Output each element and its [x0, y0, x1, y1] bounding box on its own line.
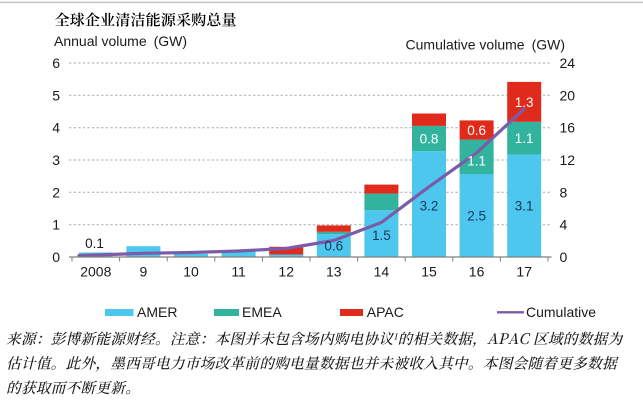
svg-text:AMER: AMER: [137, 304, 177, 320]
svg-text:0: 0: [560, 249, 568, 265]
svg-text:3.1: 3.1: [515, 199, 534, 214]
svg-text:15: 15: [421, 264, 437, 280]
svg-text:11: 11: [231, 264, 246, 280]
svg-text:17: 17: [516, 264, 532, 280]
svg-text:20: 20: [560, 87, 576, 103]
svg-text:0.6: 0.6: [324, 239, 343, 254]
svg-text:0.6: 0.6: [467, 123, 486, 138]
svg-text:24: 24: [560, 55, 576, 71]
svg-text:1.1: 1.1: [515, 131, 534, 146]
svg-text:14: 14: [374, 264, 390, 280]
svg-text:3: 3: [52, 152, 60, 168]
svg-text:1: 1: [52, 217, 60, 233]
svg-text:2: 2: [52, 184, 60, 200]
svg-text:6: 6: [52, 55, 60, 71]
svg-text:8: 8: [560, 184, 568, 200]
svg-text:16: 16: [560, 120, 576, 136]
svg-text:Annual volume (GW): Annual volume (GW): [54, 33, 187, 49]
svg-text:16: 16: [469, 264, 485, 280]
svg-text:Cumulative volume (GW): Cumulative volume (GW): [406, 37, 565, 53]
svg-text:4: 4: [52, 120, 60, 136]
svg-text:EMEA: EMEA: [242, 304, 282, 320]
svg-text:4: 4: [560, 217, 568, 233]
svg-text:2.5: 2.5: [467, 208, 486, 223]
svg-text:2008: 2008: [80, 264, 111, 280]
svg-text:12: 12: [278, 264, 294, 280]
svg-text:APAC: APAC: [367, 304, 404, 320]
svg-text:1.3: 1.3: [515, 95, 534, 110]
svg-text:Cumulative: Cumulative: [526, 304, 596, 320]
svg-text:10: 10: [183, 264, 199, 280]
svg-text:12: 12: [560, 152, 576, 168]
svg-text:0: 0: [52, 249, 60, 265]
svg-text:0.1: 0.1: [85, 236, 104, 251]
svg-text:13: 13: [326, 264, 342, 280]
svg-text:0.8: 0.8: [420, 131, 439, 146]
svg-text:9: 9: [140, 264, 148, 280]
svg-text:1.1: 1.1: [467, 153, 486, 168]
svg-text:3.2: 3.2: [420, 199, 439, 214]
svg-text:5: 5: [52, 87, 60, 103]
svg-text:1.5: 1.5: [372, 228, 391, 243]
